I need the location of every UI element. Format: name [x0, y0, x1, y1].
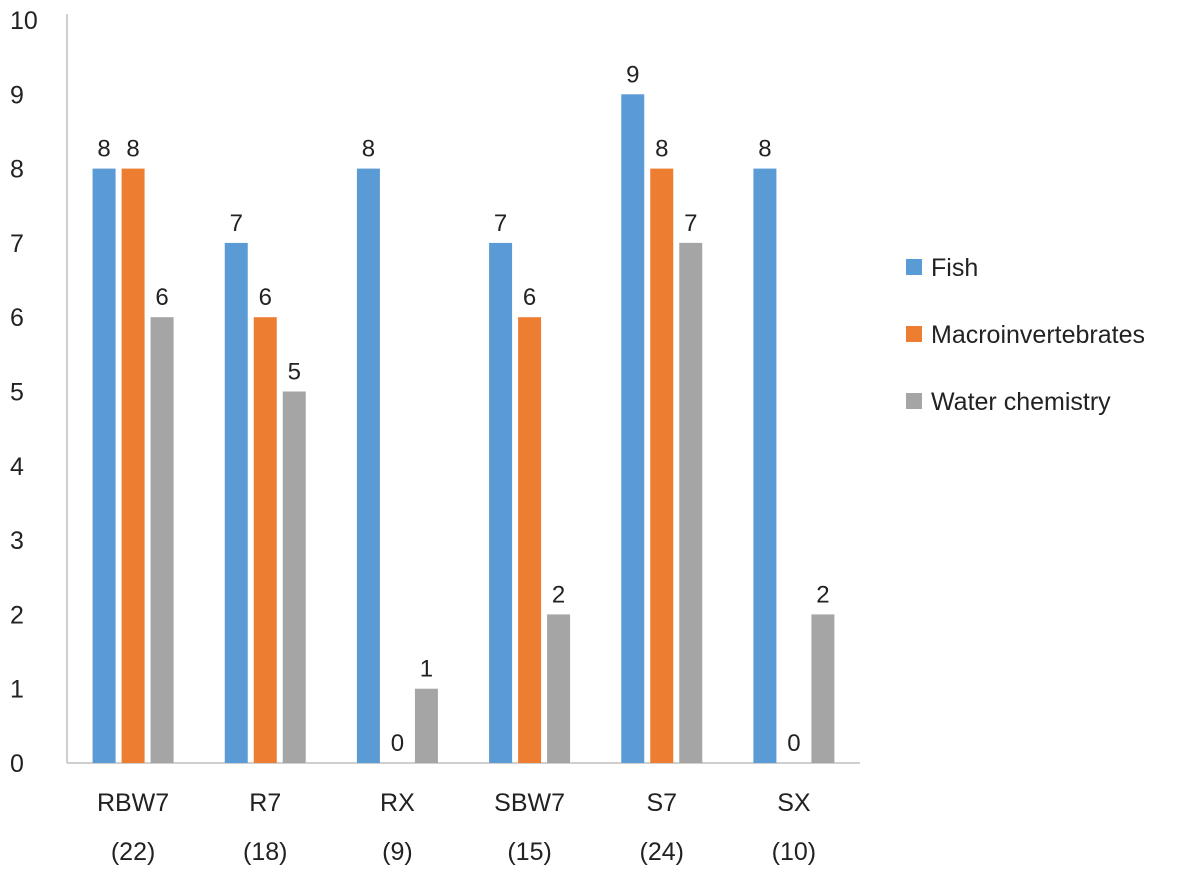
x-tick-count-label: (18) — [243, 838, 287, 866]
y-tick-label: 0 — [10, 750, 24, 778]
y-tick-label: 3 — [10, 527, 24, 555]
legend-label: Macroinvertebrates — [931, 321, 1145, 349]
bar — [224, 242, 248, 763]
bar — [356, 168, 380, 764]
data-label: 6 — [523, 284, 536, 311]
x-tick-label: RX — [380, 789, 415, 817]
bar — [753, 168, 777, 764]
data-label: 8 — [362, 136, 375, 163]
data-label: 8 — [97, 136, 110, 163]
y-tick-label: 4 — [10, 453, 24, 481]
bars — [92, 94, 835, 764]
data-label: 0 — [391, 730, 404, 757]
x-tick-label: S7 — [646, 789, 677, 817]
y-tick-label: 6 — [10, 304, 24, 332]
y-axis: 0 1 2 3 4 5 6 7 8 9 10 — [10, 7, 68, 778]
x-tick-count-label: (9) — [382, 838, 413, 866]
bar — [650, 168, 674, 764]
data-label: 9 — [626, 61, 639, 88]
y-tick-label: 9 — [10, 81, 24, 109]
x-tick-label: SBW7 — [494, 789, 565, 817]
data-label: 2 — [816, 581, 829, 608]
bar — [621, 94, 645, 764]
data-label: 5 — [288, 359, 301, 386]
x-tick-count-label: (10) — [772, 838, 816, 866]
legend-swatch — [906, 259, 922, 275]
data-label: 8 — [758, 136, 771, 163]
x-axis: RBW7 (22) R7 (18) RX (9) SBW7 (15) S7 (24) SX (10) — [67, 762, 860, 866]
bar — [518, 317, 542, 763]
legend-label: Water chemistry — [931, 388, 1111, 416]
x-tick-label: SX — [777, 789, 811, 817]
x-tick-count-label: (15) — [507, 838, 551, 866]
data-label: 7 — [684, 210, 697, 237]
y-tick-label: 8 — [10, 156, 24, 184]
y-tick-label: 1 — [10, 676, 24, 704]
bar — [253, 317, 277, 763]
data-label: 7 — [494, 210, 507, 237]
data-label: 2 — [552, 581, 565, 608]
legend-label: Fish — [931, 254, 978, 282]
legend-swatch — [906, 326, 922, 342]
y-tick-label: 7 — [10, 230, 24, 258]
legend: Fish Macroinvertebrates Water chemistry — [906, 254, 1145, 416]
data-label: 8 — [126, 136, 139, 163]
bar — [414, 688, 438, 763]
y-tick-label: 2 — [10, 601, 24, 629]
bar — [92, 168, 116, 764]
bar — [811, 614, 835, 763]
x-tick-count-label: (24) — [640, 838, 684, 866]
bar — [121, 168, 145, 764]
data-label: 0 — [787, 730, 800, 757]
bar — [489, 242, 513, 763]
data-label: 6 — [155, 284, 168, 311]
bar — [547, 614, 571, 763]
data-label: 1 — [420, 656, 433, 683]
data-label: 6 — [259, 284, 272, 311]
x-tick-label: RBW7 — [97, 789, 169, 817]
legend-swatch — [906, 393, 922, 409]
y-tick-label: 10 — [10, 7, 38, 35]
y-tick-label: 5 — [10, 379, 24, 407]
bar — [679, 242, 703, 763]
x-tick-label: R7 — [249, 789, 281, 817]
bar — [150, 317, 174, 763]
bar — [282, 391, 306, 763]
data-label: 7 — [230, 210, 243, 237]
data-label: 8 — [655, 136, 668, 163]
x-tick-count-label: (22) — [111, 838, 155, 866]
